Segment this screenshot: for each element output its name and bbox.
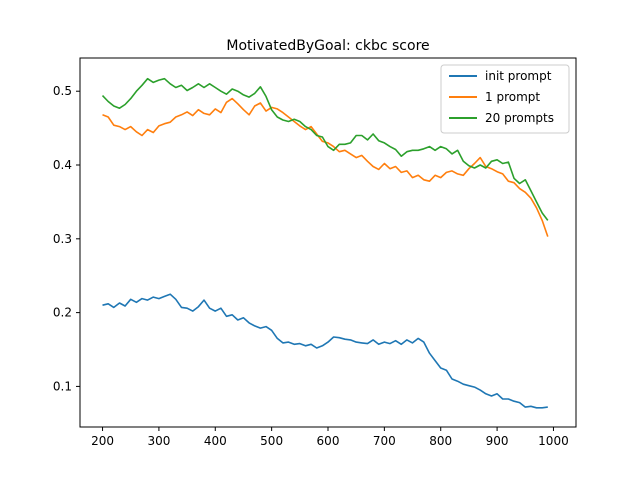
legend: init prompt 1 prompt 20 prompts: [440, 64, 570, 134]
y-tick-label: 0.3: [53, 232, 72, 246]
x-tick-label: 200: [91, 434, 114, 448]
x-tick-label: 1000: [538, 434, 569, 448]
y-tick-label: 0.2: [53, 306, 72, 320]
legend-box: [440, 64, 570, 134]
x-axis: 200 300 400 500 600 700 800 900 1000: [91, 427, 569, 448]
y-tick-label: 0.4: [53, 158, 72, 172]
x-tick-label: 500: [260, 434, 283, 448]
legend-label-1: 1 prompt: [485, 90, 540, 104]
legend-label-2: 20 prompts: [485, 111, 554, 125]
legend-label-0: init prompt: [485, 69, 552, 83]
chart-title: MotivatedByGoal: ckbc score: [226, 38, 429, 54]
x-tick-label: 300: [147, 434, 170, 448]
x-tick-label: 900: [486, 434, 509, 448]
plot-lines: [101, 77, 549, 409]
x-tick-label: 700: [373, 434, 396, 448]
y-tick-label: 0.1: [53, 379, 72, 393]
series-line-0: [102, 293, 548, 409]
series-line-2: [101, 77, 549, 221]
y-tick-label: 0.5: [53, 84, 72, 98]
x-tick-label: 400: [204, 434, 227, 448]
x-tick-label: 800: [429, 434, 452, 448]
x-tick-label: 600: [317, 434, 340, 448]
y-axis: 0.1 0.2 0.3 0.4 0.5: [53, 84, 80, 393]
